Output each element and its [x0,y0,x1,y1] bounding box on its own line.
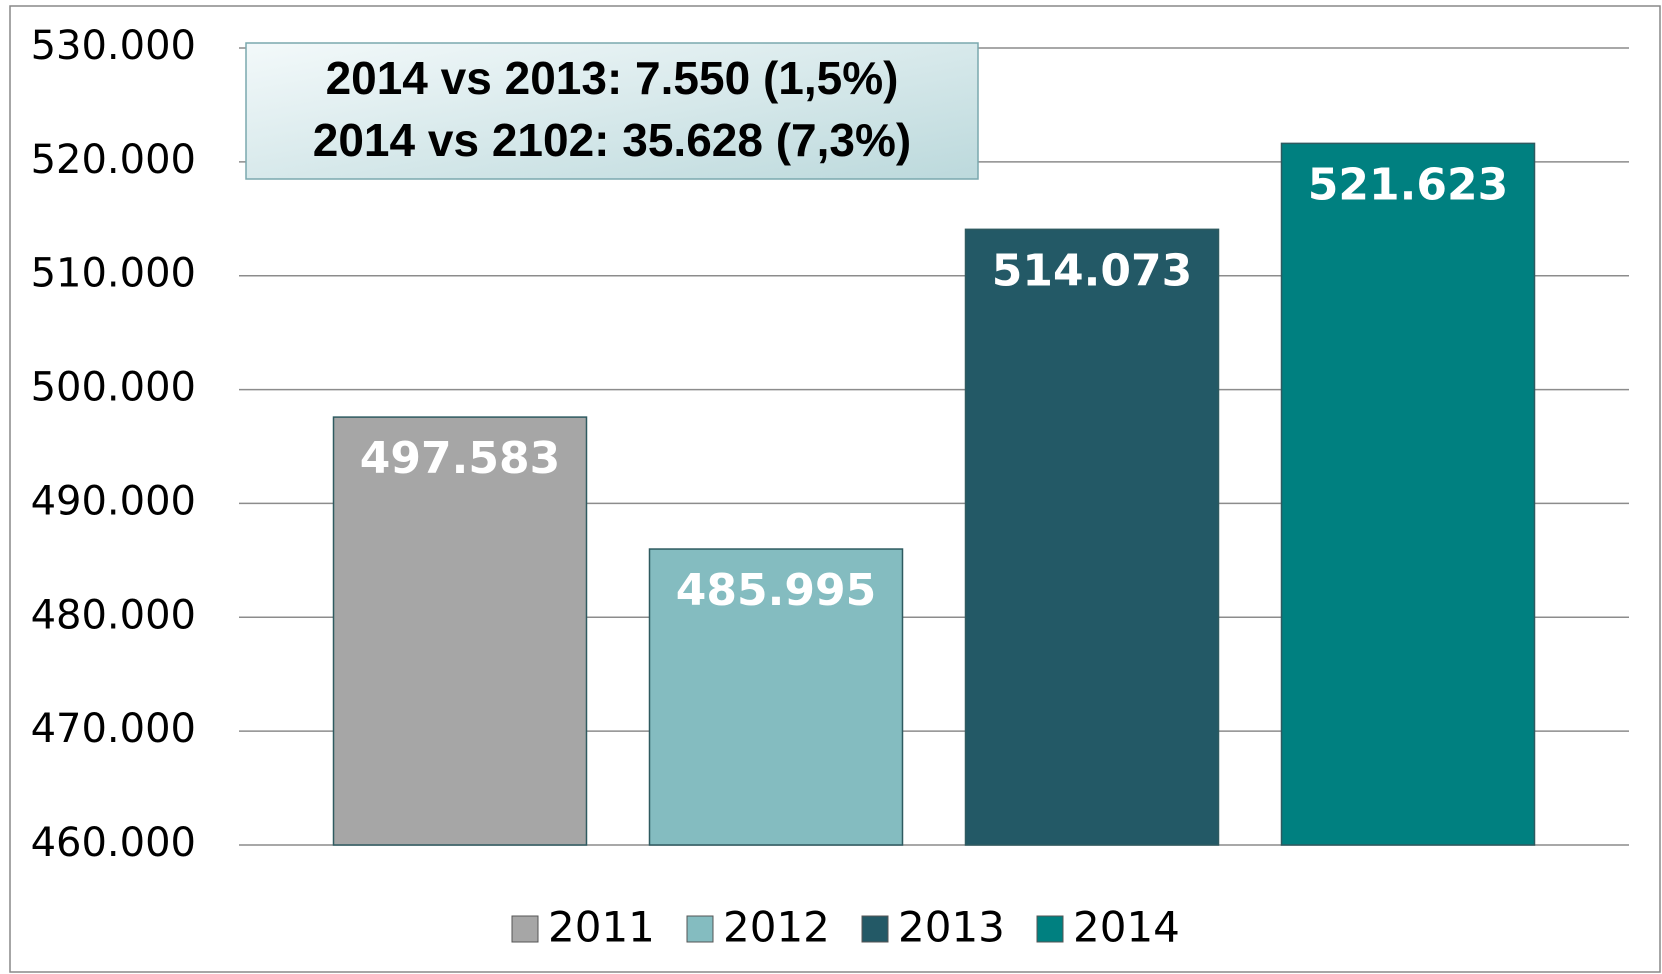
value-label: 514.073 [992,245,1192,296]
value-label: 485.995 [676,565,876,616]
legend-swatch [1036,915,1064,943]
y-tick-label: 470.000 [31,706,196,752]
legend-label: 2011 [548,903,655,952]
y-tick-label: 500.000 [31,365,196,411]
legend-swatch [511,915,539,943]
annotation-box [245,42,979,180]
legend-label: 2012 [723,903,830,952]
bar [1280,142,1536,846]
annotation: 2014 vs 2013: 7.550 (1,5%) [326,52,899,104]
y-tick-label: 520.000 [31,137,196,183]
y-tick-label: 490.000 [31,478,196,524]
value-label: 521.623 [1308,159,1508,210]
bar [964,228,1220,846]
y-tick-label: 460.000 [31,820,196,866]
value-label: 497.583 [360,433,560,484]
legend-swatch [686,915,714,943]
bar [332,416,588,846]
legend-swatch [861,915,889,943]
annotation: 2014 vs 2102: 35.628 (7,3%) [313,114,911,166]
legend-label: 2014 [1073,903,1180,952]
bar [648,548,904,846]
y-tick-label: 480.000 [31,592,196,638]
y-tick-label: 510.000 [31,251,196,297]
legend-label: 2013 [898,903,1005,952]
y-tick-label: 530.000 [31,23,196,69]
